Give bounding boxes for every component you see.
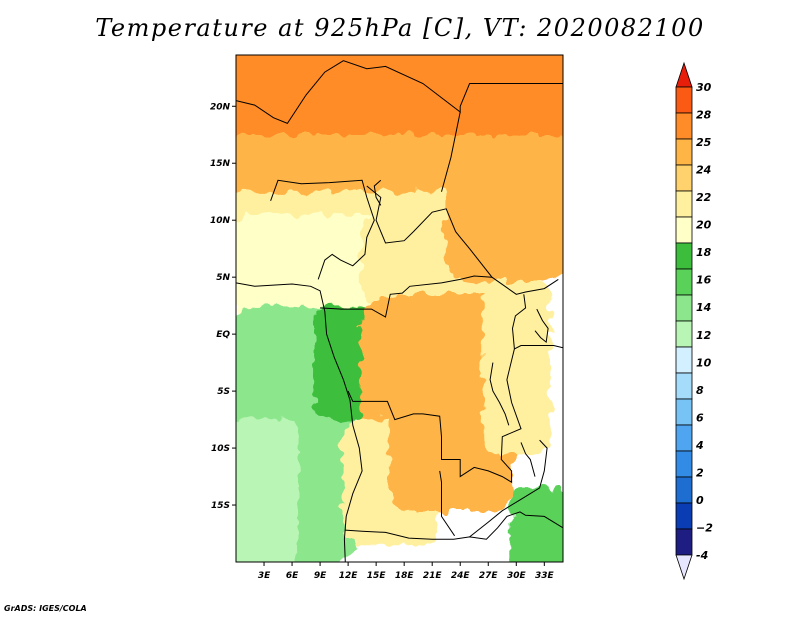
x-axis: 3E 6E 9E 12E 15E 18E 21E 24E 27E 30E 33E bbox=[258, 562, 555, 581]
border-line-8 bbox=[345, 511, 563, 540]
temperature-region-0 bbox=[236, 55, 563, 147]
chart-title: Temperature at 925hPa [C], VT: 202008210… bbox=[95, 14, 705, 42]
border-line-11 bbox=[441, 111, 461, 192]
colorbar-label-2: 0 bbox=[696, 494, 704, 507]
colorbar-box-1 bbox=[675, 112, 693, 140]
y-tick-label-7: 15S bbox=[211, 501, 230, 511]
colorbar-box-8 bbox=[675, 294, 693, 322]
border-line-15 bbox=[520, 442, 536, 477]
colorbar-box-7 bbox=[675, 268, 693, 296]
border-line-12 bbox=[489, 362, 510, 426]
x-tick-label-7: 24E bbox=[451, 571, 471, 581]
x-tick-label-2: 9E bbox=[314, 571, 327, 581]
colorbar-box-2 bbox=[675, 138, 693, 166]
border-line-1 bbox=[236, 60, 563, 125]
colorbar-label-16: 28 bbox=[696, 109, 712, 122]
colorbar-label-14: 24 bbox=[696, 164, 711, 177]
colorbar-box-14 bbox=[675, 450, 693, 478]
colorbar-label-13: 22 bbox=[696, 191, 712, 204]
colorbar-label-12: 20 bbox=[696, 219, 712, 232]
x-tick-label-5: 18E bbox=[395, 571, 415, 581]
y-tick-label-0: 20N bbox=[210, 102, 231, 112]
temperature-region-5 bbox=[444, 157, 563, 284]
colorbar-label-1: −2 bbox=[696, 521, 713, 534]
border-line-4 bbox=[320, 275, 493, 318]
x-tick-label-0: 3E bbox=[258, 571, 271, 581]
colorbar-box-13 bbox=[675, 424, 693, 452]
country-borders bbox=[236, 60, 563, 562]
colorbar-label-4: 4 bbox=[695, 439, 704, 452]
y-tick-label-4: EQ bbox=[216, 330, 230, 340]
colorbar-box-4 bbox=[675, 190, 693, 218]
y-tick-label-2: 10N bbox=[210, 216, 231, 226]
border-line-5 bbox=[347, 348, 522, 484]
colorbar-box-15 bbox=[675, 476, 693, 504]
border-line-7 bbox=[511, 294, 527, 349]
colorbar-box-5 bbox=[675, 216, 693, 244]
x-tick-label-8: 27E bbox=[479, 571, 499, 581]
y-axis: 20N 15N 10N 5N EQ 5S 10S 15S bbox=[210, 102, 236, 511]
colorbar-box-0 bbox=[675, 86, 693, 114]
x-tick-label-1: 6E bbox=[286, 571, 299, 581]
colorbar-label-9: 14 bbox=[696, 301, 711, 314]
y-tick-label-3: 5N bbox=[216, 273, 230, 283]
temperature-region-8 bbox=[314, 305, 373, 420]
temperature-region-13 bbox=[510, 487, 563, 562]
colorbar-label-17: 30 bbox=[696, 81, 712, 94]
border-line-3 bbox=[366, 185, 559, 295]
colorbar-box-10 bbox=[675, 346, 693, 374]
colorbar-label-11: 18 bbox=[696, 246, 712, 259]
colorbar-label-15: 25 bbox=[696, 136, 712, 149]
colorbar-box-11 bbox=[675, 372, 693, 400]
y-tick-label-6: 10S bbox=[211, 444, 230, 454]
temperature-region-12 bbox=[482, 282, 551, 455]
x-tick-label-6: 21E bbox=[423, 571, 443, 581]
colorbar-label-8: 12 bbox=[696, 329, 712, 342]
border-line-14 bbox=[373, 179, 382, 206]
temperature-region-3 bbox=[236, 214, 383, 318]
border-line-0 bbox=[236, 282, 363, 562]
border-line-10 bbox=[469, 439, 548, 538]
colorbar-label-10: 16 bbox=[696, 274, 712, 287]
x-tick-label-3: 12E bbox=[339, 571, 359, 581]
temperature-field bbox=[236, 55, 563, 562]
grads-credit: GrADS: IGES/COLA bbox=[4, 604, 87, 613]
colorbar-box-17 bbox=[675, 528, 693, 556]
colorbar-box-3 bbox=[675, 164, 693, 192]
y-tick-label-1: 15N bbox=[210, 159, 231, 169]
border-line-2 bbox=[270, 179, 375, 280]
colorbar-label-6: 8 bbox=[696, 384, 704, 397]
colorbar-box-12 bbox=[675, 398, 693, 426]
colorbar-label-0: -4 bbox=[696, 549, 708, 562]
colorbar-label-5: 6 bbox=[696, 411, 704, 424]
colorbar-box-9 bbox=[675, 320, 693, 348]
colorbar-box-6 bbox=[675, 242, 693, 270]
colorbar-label-3: 2 bbox=[696, 466, 704, 479]
colorbar-box-16 bbox=[675, 502, 693, 530]
border-line-13 bbox=[534, 308, 549, 344]
x-tick-label-4: 15E bbox=[367, 571, 387, 581]
border-line-6 bbox=[514, 345, 563, 350]
border-line-9 bbox=[439, 470, 456, 537]
colorbar-top-arrow bbox=[675, 61, 693, 88]
temperature-region-7 bbox=[236, 419, 299, 562]
colorbar-bottom-arrow bbox=[675, 554, 693, 581]
x-tick-label-10: 33E bbox=[535, 571, 555, 581]
x-tick-label-9: 30E bbox=[507, 571, 527, 581]
map-frame bbox=[235, 54, 564, 563]
y-tick-label-5: 5S bbox=[217, 387, 230, 397]
colorbar-label-7: 10 bbox=[696, 356, 712, 369]
